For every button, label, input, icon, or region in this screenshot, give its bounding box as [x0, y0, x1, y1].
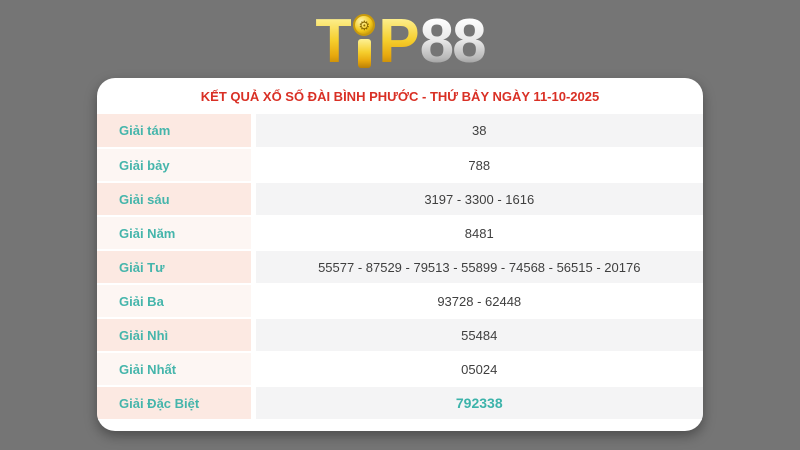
logo-letter-i: ⚙ [353, 14, 376, 68]
lottery-results-card: KẾT QUẢ XỔ SỐ ĐÀI BÌNH PHƯỚC - THỨ BẢY N… [97, 78, 703, 431]
logo-letter-p: P [378, 7, 419, 77]
logo-letter-t: T [315, 7, 353, 77]
tip88-logo: T ⚙ P 88 [0, 0, 800, 78]
gold-coin-icon: ⚙ [353, 14, 376, 36]
table-row: Giải Tư 55577 - 87529 - 79513 - 55899 - 7… [97, 250, 703, 285]
prize-value: 788 [253, 148, 703, 183]
prize-label: Giải bảy [97, 148, 256, 183]
prize-label: Giải tám [97, 114, 256, 149]
prize-value: 8481 [253, 216, 703, 251]
prize-label: Giải Nhất [97, 352, 256, 387]
table-row: Giải sáu 3197 - 3300 - 1616 [97, 182, 703, 217]
results-table: Giải tám 38 Giải bảy 788 Giải sáu 3197 - 3300… [97, 114, 703, 421]
prize-label: Giải Năm [97, 216, 256, 251]
table-row: Giải Ba 93728 - 62448 [97, 284, 703, 319]
prize-label: Giải Tư [97, 250, 256, 285]
results-title: KẾT QUẢ XỔ SỐ ĐÀI BÌNH PHƯỚC - THỨ BẢY N… [200, 89, 600, 104]
table-row: Giải Năm 8481 [97, 216, 703, 251]
prize-label: Giải Ba [97, 284, 256, 319]
prize-label: Giải Nhì [97, 318, 256, 353]
logo-text-88: 88 [419, 7, 487, 77]
table-row: Giải Đặc Biệt 792338 [97, 386, 703, 421]
prize-value: 38 [253, 114, 703, 149]
prize-value: 93728 - 62448 [253, 284, 703, 319]
gear-icon: ⚙ [358, 17, 371, 33]
prize-label: Giải sáu [97, 182, 256, 217]
logo-letter-i-stem [357, 39, 371, 68]
prize-value: 3197 - 3300 - 1616 [253, 182, 703, 217]
prize-value: 55577 - 87529 - 79513 - 55899 - 74568 - … [253, 250, 703, 285]
table-row: Giải Nhì 55484 [97, 318, 703, 353]
table-row: Giải Nhất 05024 [97, 352, 703, 387]
table-row: Giải bảy 788 [97, 148, 703, 183]
prize-value: 55484 [253, 318, 703, 353]
special-prize-value: 792338 [253, 386, 703, 421]
prize-label: Giải Đặc Biệt [97, 386, 256, 421]
table-row: Giải tám 38 [97, 114, 703, 149]
prize-value: 05024 [253, 352, 703, 387]
